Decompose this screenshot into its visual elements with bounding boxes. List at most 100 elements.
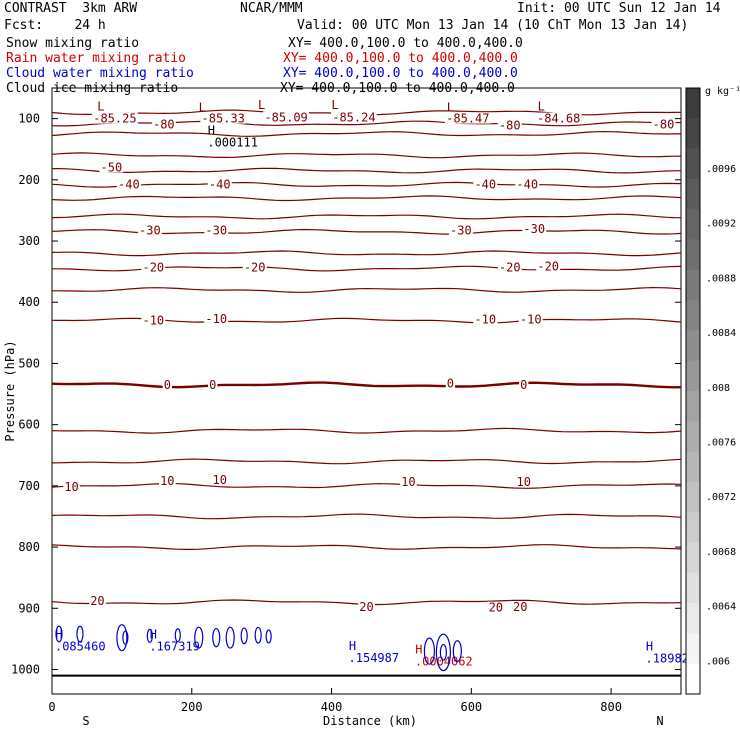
extremum-value: .18982 (646, 652, 689, 666)
contour-label-bg (116, 178, 141, 190)
colorbar-segment (686, 148, 700, 180)
high-marker: H (150, 627, 157, 641)
colorbar-segment (686, 391, 700, 422)
cloud-water-contour (240, 627, 248, 645)
y-tick-label: 100 (18, 112, 40, 126)
contour-label: -20 (499, 260, 521, 274)
colorbar-segment (686, 330, 700, 362)
contour-label-bg (448, 224, 473, 236)
colorbar-segment (686, 178, 700, 210)
contour-label: -10 (142, 314, 164, 328)
contour-label-bg (518, 313, 543, 325)
forecast-hour-label: Fcst: 24 h (4, 18, 106, 33)
contour-label-bg (263, 111, 310, 123)
high-marker: H (646, 640, 653, 654)
contour-label: -20 (142, 260, 164, 274)
contour-label-bg (515, 178, 540, 190)
temperature-contour (51, 483, 682, 489)
contour-label-bg (473, 178, 498, 190)
contour-label-bg (511, 601, 529, 613)
temperature-contour (52, 286, 682, 293)
colorbar-tick-label: .0088 (706, 273, 736, 284)
x-end-label-north: N (656, 714, 663, 728)
temperature-contour (51, 250, 682, 257)
temperature-contour (51, 458, 682, 465)
contour-label-bg (99, 161, 124, 173)
temperature-contour (51, 513, 682, 520)
extremum-value: .154987 (349, 651, 400, 665)
low-marker: L (538, 100, 545, 114)
contour-label: -40 (474, 178, 496, 192)
field-xy-snow: XY= 400.0,100.0 to 400.0,400.0 (288, 36, 523, 51)
x-tick-label: 400 (321, 700, 343, 714)
contour-label: -10 (205, 312, 227, 326)
contour-label: 10 (160, 474, 174, 488)
contour-label: -10 (474, 312, 496, 326)
model-title: CONTRAST 3km ARW (4, 1, 138, 16)
cloud-water-contour (439, 643, 447, 661)
cloud-water-contour (435, 633, 451, 672)
contour-label: 20 (489, 601, 503, 615)
colorbar-segment (686, 118, 700, 150)
colorbar-segment (686, 603, 700, 634)
contour-label: 20 (90, 594, 104, 608)
y-tick-label: 300 (18, 234, 40, 248)
cloud-water-contour (174, 628, 181, 643)
contour-label-bg (204, 312, 229, 324)
contour-label: 20 (359, 600, 373, 614)
contour-label-bg (497, 119, 522, 131)
colorbar-segment (686, 633, 700, 665)
x-tick-label: 600 (460, 700, 482, 714)
contour-label: -40 (118, 178, 140, 192)
low-marker: L (258, 98, 265, 112)
y-tick-label: 700 (18, 479, 40, 493)
colorbar-segment (686, 209, 700, 240)
y-tick-label: 1000 (11, 663, 40, 677)
contour-label: -10 (520, 312, 542, 326)
valid-time-label: Valid: 00 UTC Mon 13 Jan 14 (10 ChT Mon … (297, 18, 689, 33)
colorbar-frame (685, 87, 701, 695)
contour-label-bg (400, 476, 417, 488)
y-axis-label: Pressure (hPa) (3, 340, 17, 441)
contour-label: 0 (164, 378, 171, 392)
colorbar-tick-label: .0072 (706, 492, 736, 503)
contour-label-bg (535, 112, 582, 124)
contour-label-bg (331, 111, 377, 123)
x-tick-label: 800 (600, 700, 622, 714)
contour-label: -85.25 (93, 112, 136, 126)
contour-label: -80 (653, 118, 675, 132)
contour-label: 10 (401, 475, 415, 489)
contour-label-bg (141, 314, 166, 326)
colorbar-segment (686, 421, 700, 453)
contour-label-bg (137, 224, 162, 236)
colorbar-tick-label: .0064 (706, 602, 736, 613)
contour-label: -85.24 (332, 110, 375, 124)
contour-label-bg (242, 261, 267, 273)
colorbar-segment (686, 239, 700, 271)
cloud-water-contour (254, 626, 262, 644)
contour-label-bg (159, 474, 176, 486)
temperature-contour (51, 381, 682, 389)
contour-label: 0 (520, 378, 527, 392)
contour-label: -20 (537, 260, 559, 274)
cloud-water-contour (194, 626, 204, 649)
colorbar-segment (686, 88, 700, 119)
contour-label-bg (497, 261, 522, 273)
contour-label-bg (92, 112, 138, 124)
contour-label-bg (204, 224, 229, 236)
extremum-value: .085460 (55, 639, 106, 653)
contour-label: 10 (517, 475, 531, 489)
contour-label: -50 (101, 161, 123, 175)
contour-label: -85.47 (446, 112, 489, 126)
cloud-water-contour (116, 624, 128, 652)
contour-label: -30 (205, 224, 227, 238)
x-axis-label: Distance (km) (323, 714, 417, 728)
extremum-value: .0004062 (415, 655, 473, 669)
colorbar-segment (686, 663, 700, 695)
contour-label: -80 (499, 118, 521, 132)
colorbar-segment (686, 300, 700, 331)
contour-label-bg (473, 313, 498, 325)
field-xy-rain: XY= 400.0,100.0 to 400.0,400.0 (283, 51, 518, 66)
contour-label: -40 (209, 178, 231, 192)
contour-label: -85.09 (264, 110, 307, 124)
